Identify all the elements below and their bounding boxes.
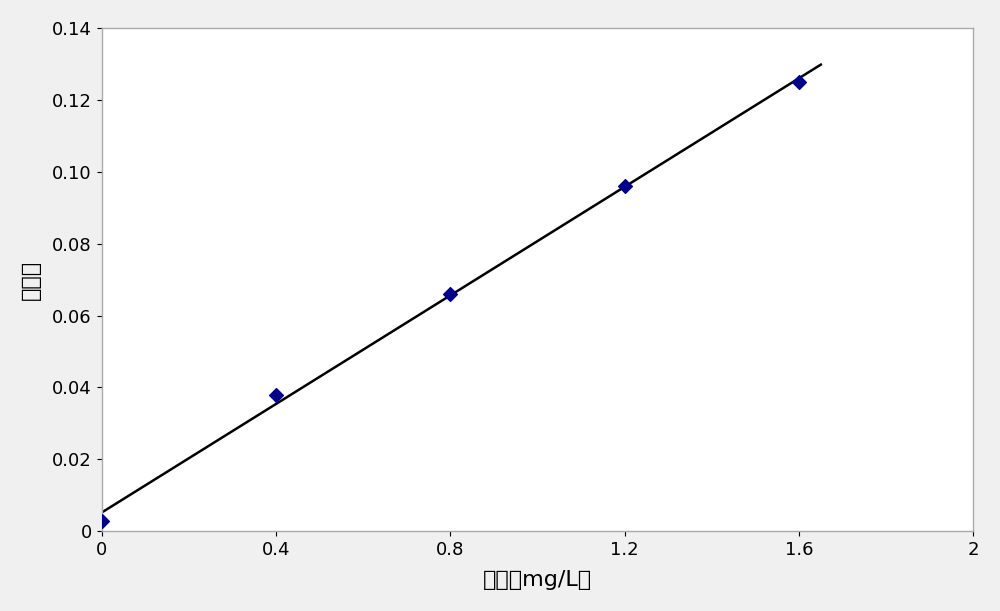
Point [617, 181, 633, 191]
Point [94, 516, 110, 525]
Point [268, 390, 284, 400]
Point [442, 289, 458, 299]
X-axis label: 浓度（mg/L）: 浓度（mg/L） [483, 570, 592, 590]
Point [791, 77, 807, 87]
Y-axis label: 吸光度: 吸光度 [21, 260, 41, 299]
